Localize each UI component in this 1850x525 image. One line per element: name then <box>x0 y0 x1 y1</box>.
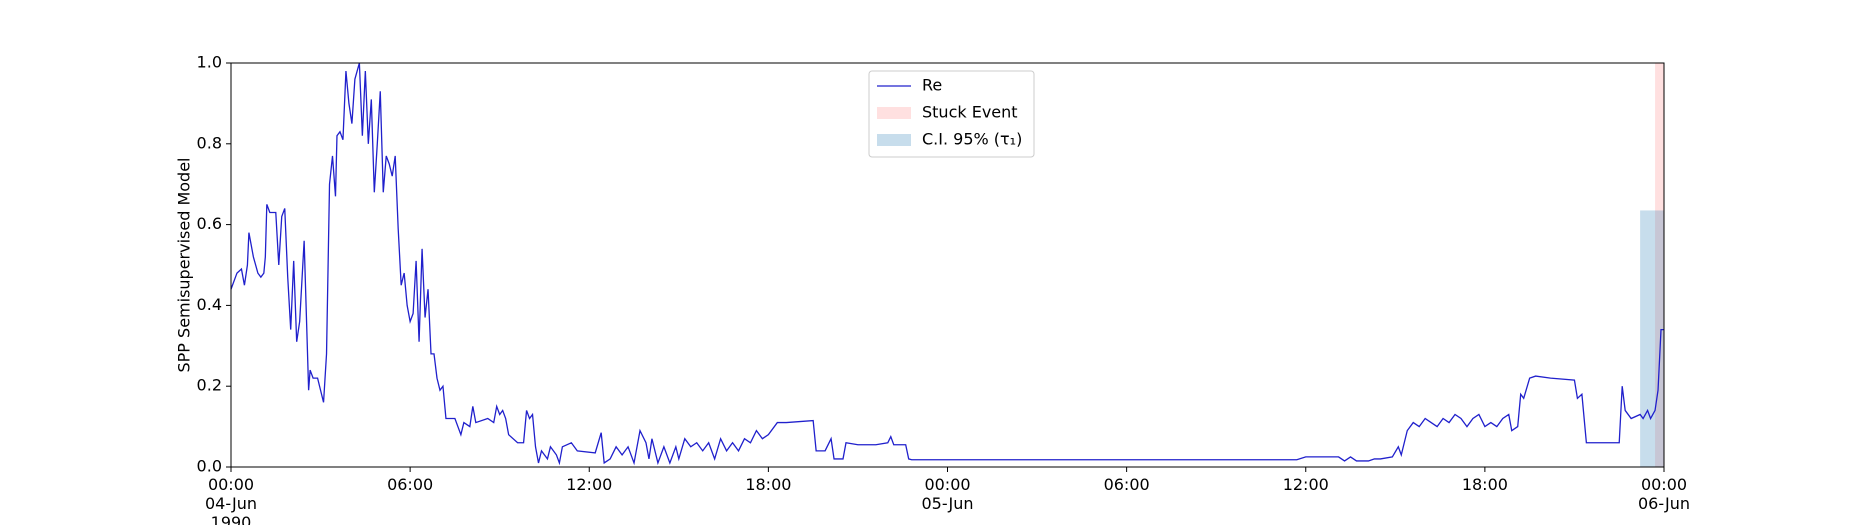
x-tick-label: 00:00 05-Jun <box>921 475 973 513</box>
x-tick-label: 00:00 04-Jun 1990 <box>205 475 257 525</box>
x-tick-label: 00:00 06-Jun <box>1638 475 1690 513</box>
legend-swatch <box>877 107 911 119</box>
legend-label: Stuck Event <box>922 103 1018 122</box>
legend-label: Re <box>922 76 942 95</box>
x-tick-label: 18:00 <box>745 475 791 494</box>
x-tick-label: 06:00 <box>387 475 433 494</box>
x-tick-label: 18:00 <box>1462 475 1508 494</box>
span <box>1655 63 1664 467</box>
span <box>1640 210 1664 467</box>
x-tick-label: 12:00 <box>1283 475 1329 494</box>
y-tick-label: 0.0 <box>197 457 222 476</box>
y-tick-label: 0.4 <box>197 295 222 314</box>
legend-label: C.I. 95% (τ₁) <box>922 130 1022 149</box>
y-tick-label: 0.2 <box>197 376 222 395</box>
x-tick-label: 06:00 <box>1104 475 1150 494</box>
legend-frame <box>868 70 1035 158</box>
y-axis-label: SPP Semisupervised Model <box>175 158 194 373</box>
x-tick-label: 12:00 <box>566 475 612 494</box>
legend: Re Stuck Event C.I. 95% (τ₁) <box>868 70 1035 158</box>
legend-swatch <box>877 134 911 146</box>
y-tick-label: 0.6 <box>197 214 222 233</box>
line <box>230 62 1664 466</box>
y-tick-label: 0.8 <box>197 133 222 152</box>
y-tick-label: 1.0 <box>197 53 222 72</box>
